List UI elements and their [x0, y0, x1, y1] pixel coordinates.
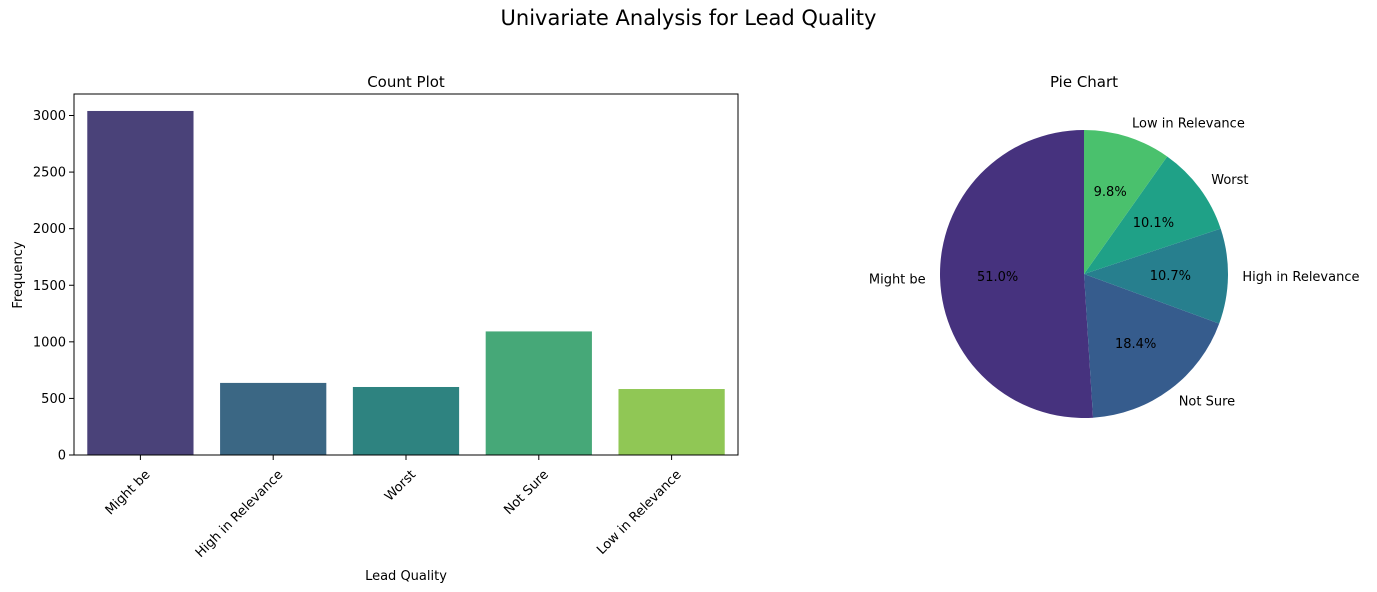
pie-wedges: [939, 130, 1229, 419]
pie-chart-title: Pie Chart: [1050, 73, 1118, 91]
pie-wedge-worst: [1084, 156, 1221, 274]
pie-pct-label: 10.1%: [1133, 216, 1174, 231]
pie-pct-label: 9.8%: [1094, 185, 1127, 200]
pie-wedge-low-in-relevance: [1084, 130, 1168, 274]
pie-category-label: Worst: [1211, 173, 1248, 188]
y-tick-label: 1500: [33, 279, 66, 294]
y-tick-label: 1000: [33, 335, 66, 350]
bar-not-sure: [485, 331, 592, 455]
pie-category-label: High in Relevance: [1242, 270, 1359, 285]
y-tick-label: 2000: [33, 222, 66, 237]
y-tick-label: 3000: [33, 109, 66, 124]
pie-category-label: Low in Relevance: [1132, 117, 1245, 132]
x-tick-label: Low in Relevance: [594, 467, 684, 557]
count-plot: Count Plot 0 500 1000 1500 2000 2500 3000 Migh…: [11, 73, 739, 584]
pie-pct-label: 10.7%: [1150, 269, 1191, 284]
count-plot-x-axis-label: Lead Quality: [365, 569, 447, 584]
count-plot-frame: [73, 93, 739, 456]
pie-pct-label: 18.4%: [1115, 337, 1156, 352]
count-plot-y-ticks: 0 500 1000 1500 2000 2500 3000: [33, 109, 74, 464]
pie-category-label: Might be: [869, 272, 926, 287]
count-plot-y-axis-label: Frequency: [11, 241, 26, 308]
bar-low-in-relevance: [618, 389, 725, 455]
figure-title: Univariate Analysis for Lead Quality: [500, 6, 877, 30]
pie-category-label: Not Sure: [1179, 394, 1235, 409]
bar-might-be: [87, 110, 194, 456]
pie-labels: 51.0% Might be 18.4% Not Sure 10.7% High in R…: [869, 117, 1360, 410]
count-plot-x-ticks: Might be High in Relevance Worst Not Sure Lo…: [103, 455, 685, 561]
y-tick-label: 0: [58, 449, 66, 464]
x-tick-label: High in Relevance: [193, 467, 286, 560]
y-tick-label: 2500: [33, 166, 66, 181]
pie-pct-label: 51.0%: [977, 270, 1018, 285]
count-plot-bars: [87, 110, 725, 456]
pie-chart: Pie Chart 51.0% Might be 18.4% Not Sure 10.7…: [869, 73, 1360, 419]
x-tick-label: Not Sure: [501, 467, 552, 518]
x-tick-label: Worst: [382, 467, 419, 504]
x-tick-label: Might be: [103, 467, 154, 518]
y-tick-label: 500: [41, 392, 66, 407]
pie-wedge-high-in-relevance: [1084, 228, 1229, 324]
pie-wedge-might-be: [939, 130, 1094, 419]
pie-wedge-not-sure: [1084, 274, 1220, 418]
count-plot-title: Count Plot: [367, 73, 445, 91]
bar-worst: [352, 386, 460, 455]
bar-high-in-relevance: [220, 382, 327, 455]
